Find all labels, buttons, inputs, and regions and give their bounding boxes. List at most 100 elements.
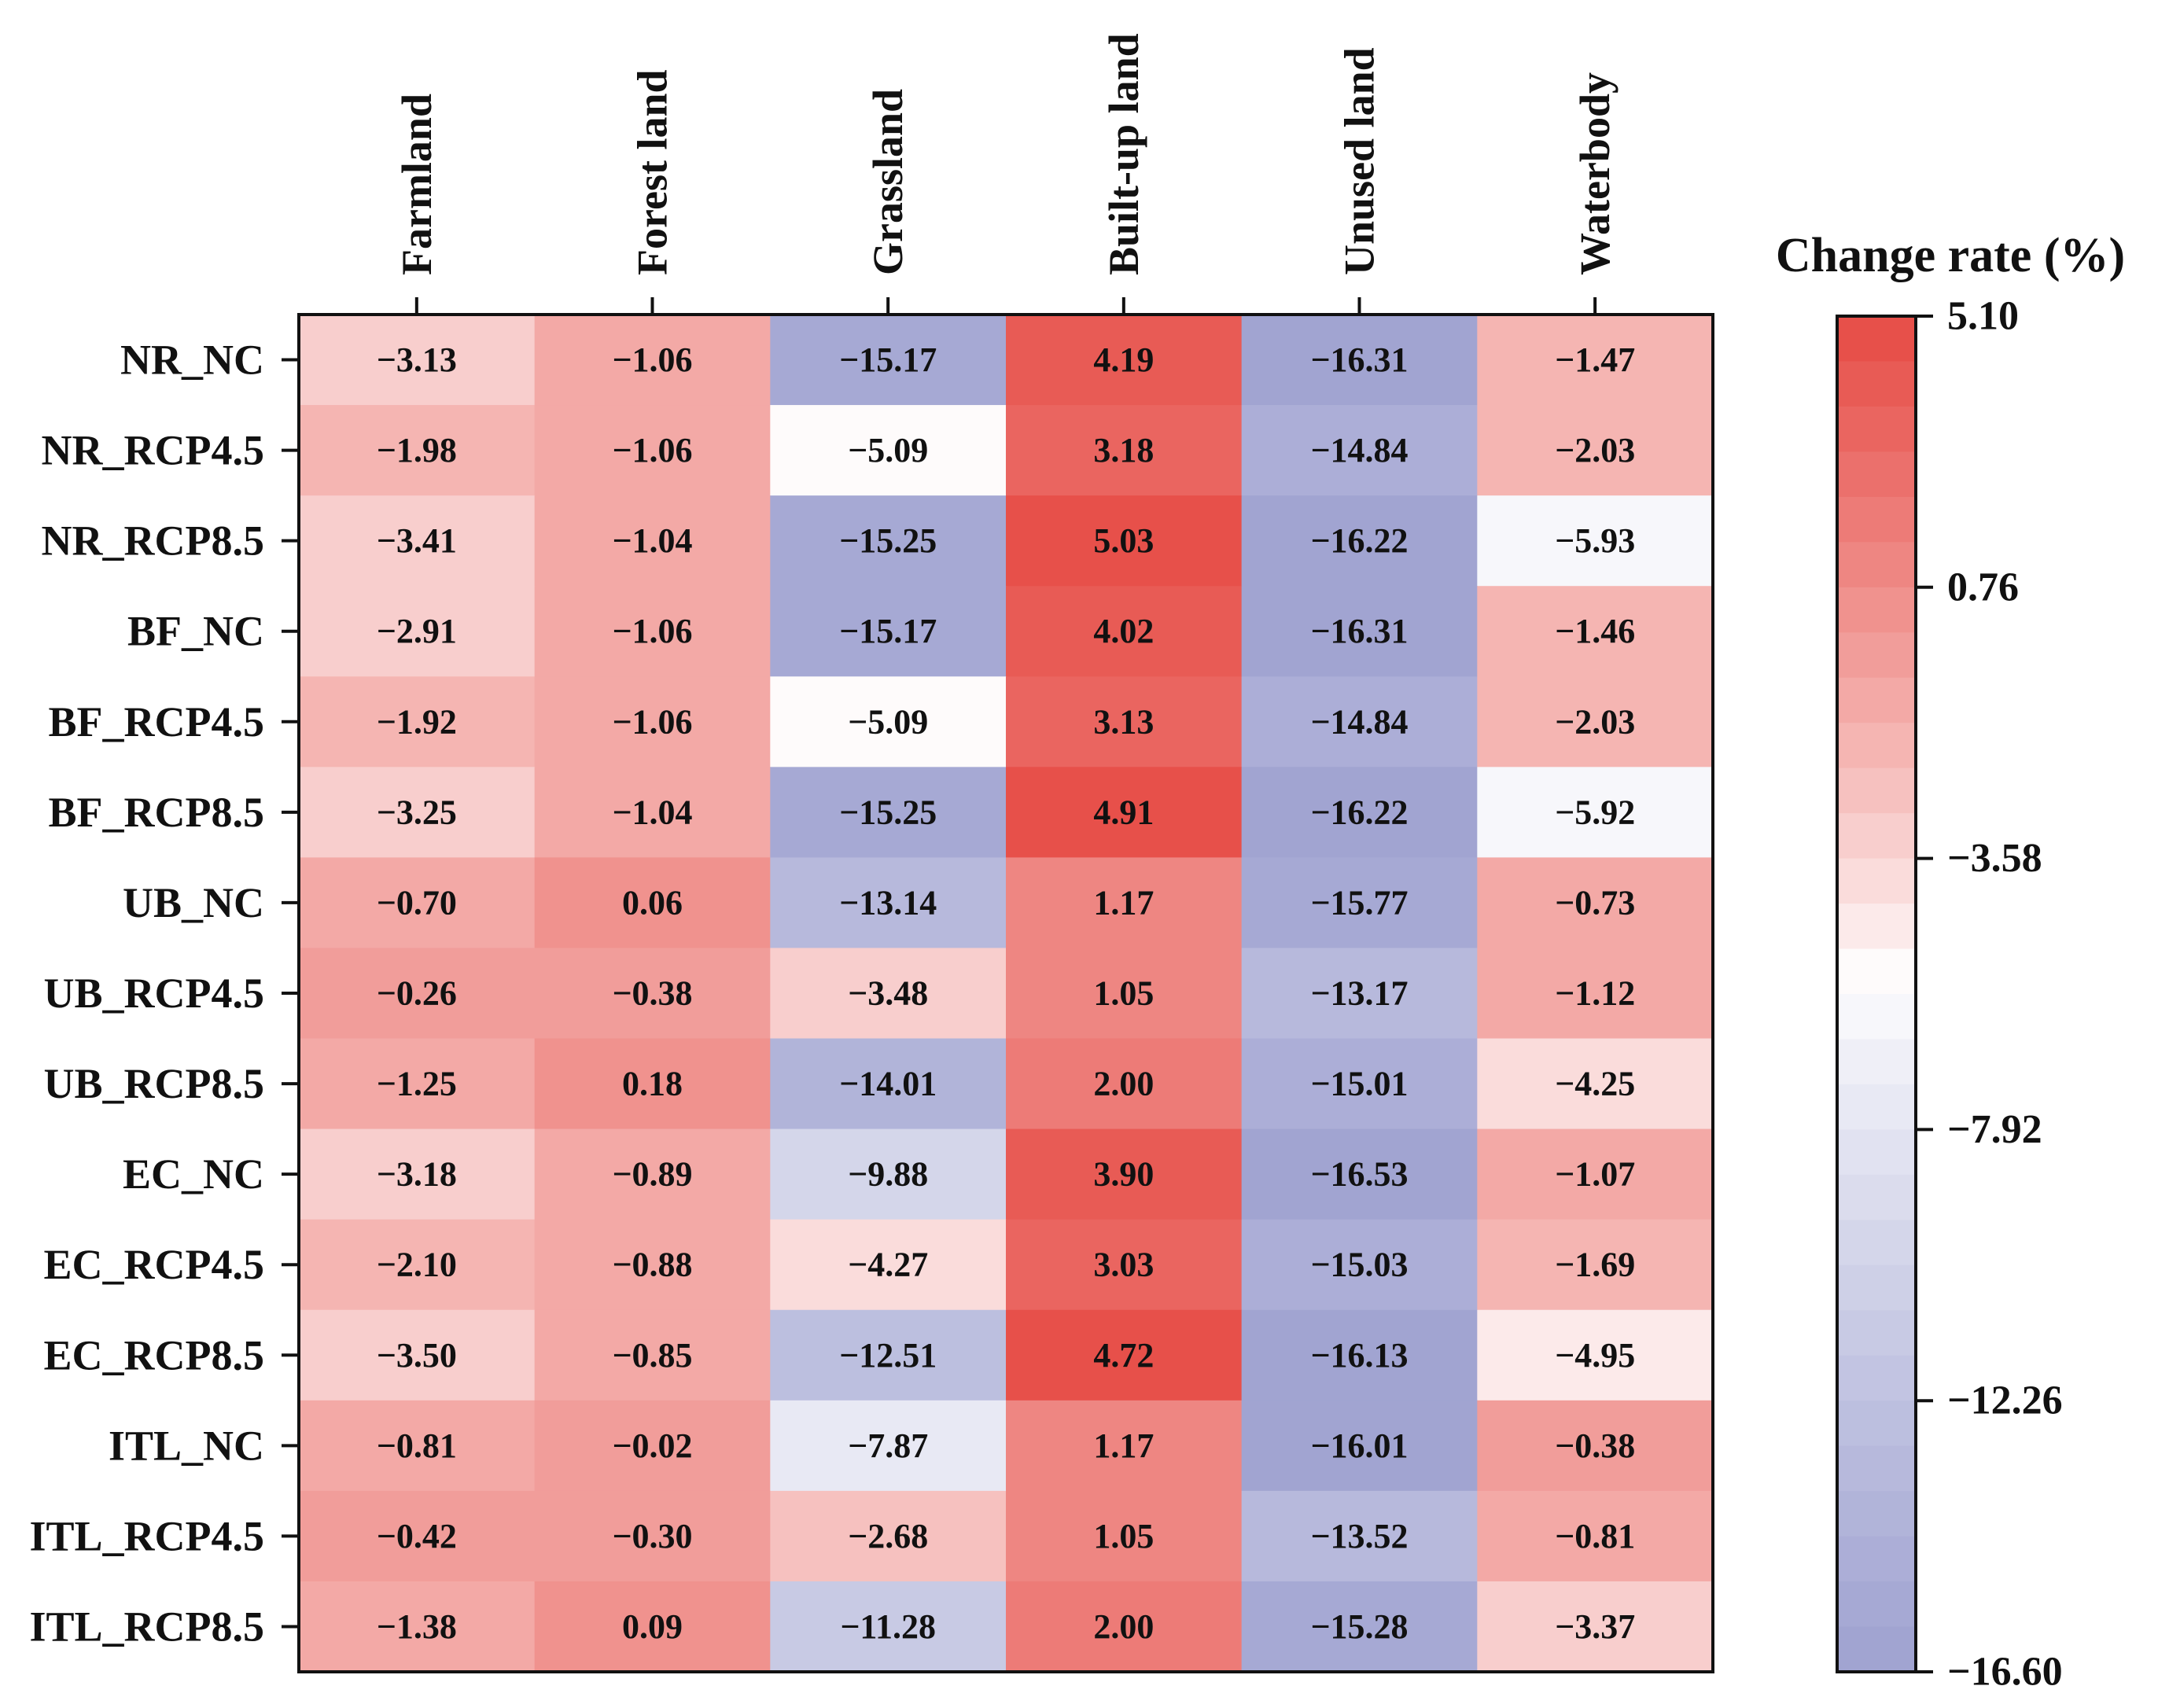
heatmap-cell xyxy=(770,767,1007,858)
heatmap-cell xyxy=(1006,1128,1243,1220)
cell-value-label: −13.17 xyxy=(1310,974,1408,1013)
heatmap-cell xyxy=(534,1400,771,1492)
colorbar-segment xyxy=(1837,1401,1916,1447)
colorbar-tick-label: 0.76 xyxy=(1947,565,2019,609)
heatmap-cell xyxy=(534,1038,771,1130)
cell-value-label: −16.31 xyxy=(1310,612,1408,650)
heatmap-cell xyxy=(299,1128,536,1220)
cell-value-label: 0.06 xyxy=(622,883,683,922)
heatmap-cell xyxy=(534,1581,771,1673)
cell-value-label: −1.69 xyxy=(1555,1246,1635,1284)
heatmap-cell xyxy=(770,1581,1007,1673)
heatmap-cell xyxy=(534,1490,771,1582)
cell-value-label: 1.05 xyxy=(1093,974,1154,1013)
heatmap-cells xyxy=(299,315,1714,1673)
heatmap-cell xyxy=(299,1309,536,1401)
cell-value-label: −0.70 xyxy=(377,883,457,922)
colorbar-segment xyxy=(1837,767,1916,814)
colorbar-segment xyxy=(1837,1355,1916,1401)
colorbar-segment xyxy=(1837,632,1916,679)
colorbar-segment xyxy=(1837,542,1916,588)
heatmap-cell xyxy=(1006,1400,1243,1492)
heatmap-cell xyxy=(1241,586,1478,677)
cell-value-label: 2.00 xyxy=(1093,1065,1154,1103)
cell-value-label: −0.42 xyxy=(377,1517,457,1555)
heatmap-cell xyxy=(770,676,1007,767)
colorbar-frame xyxy=(1836,315,1917,1673)
colorbar-tick-label: −16.60 xyxy=(1947,1650,2063,1695)
heatmap-cell xyxy=(1241,1581,1478,1673)
cell-value-label: 4.72 xyxy=(1093,1336,1154,1375)
heatmap-cell xyxy=(299,495,536,587)
colorbar-segment xyxy=(1837,496,1916,543)
column-label: Unused land xyxy=(1336,47,1383,275)
heatmap-cell xyxy=(770,586,1007,677)
heatmap-cell xyxy=(1477,1128,1714,1220)
colorbar: 5.10 0.76 −3.58 −7.92 −12.26 −16.60 xyxy=(1836,294,2063,1695)
row-label: NR_RCP8.5 xyxy=(42,517,264,565)
heatmap-cell xyxy=(1477,767,1714,858)
cell-value-label: 1.05 xyxy=(1093,1517,1154,1555)
cell-value-label: −1.06 xyxy=(612,340,692,379)
colorbar-segment xyxy=(1837,1581,1916,1628)
colorbar-segment xyxy=(1837,1445,1916,1492)
heatmap-cell xyxy=(1006,315,1243,406)
cell-value-label: 3.18 xyxy=(1093,431,1154,469)
heatmap-cell xyxy=(1477,857,1714,949)
cell-value-label: −12.51 xyxy=(839,1336,937,1375)
cell-value-label: 1.17 xyxy=(1093,883,1154,922)
cell-value-label: −1.25 xyxy=(377,1065,457,1103)
colorbar-segment xyxy=(1837,1039,1916,1085)
heatmap-cell xyxy=(770,495,1007,587)
heatmap-cell xyxy=(1241,1219,1478,1311)
cell-value-label: −4.95 xyxy=(1555,1336,1635,1375)
row-label: NR_NC xyxy=(120,337,264,384)
heatmap-cell xyxy=(534,767,771,858)
colorbar-tick-label: −3.58 xyxy=(1947,836,2042,881)
colorbar-title: Change rate (%) xyxy=(1776,229,2125,282)
colorbar-segment xyxy=(1837,361,1916,407)
heatmap-cell xyxy=(534,586,771,677)
cell-value-label: −3.13 xyxy=(377,340,457,379)
cell-value-label: −1.06 xyxy=(612,612,692,650)
heatmap-cell xyxy=(1006,586,1243,677)
cell-value-label: −13.14 xyxy=(839,883,937,922)
row-label: EC_RCP8.5 xyxy=(44,1331,265,1379)
cell-value-label: −9.88 xyxy=(848,1155,928,1194)
cell-value-label: −0.38 xyxy=(1555,1426,1635,1465)
heatmap-cell xyxy=(1477,676,1714,767)
heatmap-cell xyxy=(1477,315,1714,406)
heatmap-cell xyxy=(299,586,536,677)
cell-value-label: −5.09 xyxy=(848,431,928,469)
cell-value-label: −4.25 xyxy=(1555,1065,1635,1103)
cell-value-label: −1.04 xyxy=(612,793,692,831)
cell-value-label: −0.73 xyxy=(1555,883,1635,922)
colorbar-segment xyxy=(1837,1626,1916,1673)
cell-value-label: −16.13 xyxy=(1310,1336,1408,1375)
cell-value-label: −4.27 xyxy=(848,1246,928,1284)
heatmap-cell xyxy=(770,405,1007,496)
cell-value-label: −1.06 xyxy=(612,431,692,469)
cell-value-label: −15.17 xyxy=(839,612,937,650)
cell-value-label: 5.03 xyxy=(1093,521,1154,560)
cell-value-label: −3.41 xyxy=(377,521,457,560)
heatmap-cell xyxy=(299,857,536,949)
colorbar-segment xyxy=(1837,723,1916,769)
cell-value-label: 3.03 xyxy=(1093,1246,1154,1284)
row-label: UB_RCP8.5 xyxy=(44,1060,265,1107)
heatmap-cell xyxy=(1477,586,1714,677)
cell-value-label: −14.84 xyxy=(1310,431,1408,469)
cell-value-label: −5.92 xyxy=(1555,793,1635,831)
cell-value-label: −15.25 xyxy=(839,793,937,831)
cell-value-label: −0.81 xyxy=(377,1426,457,1465)
row-label: ITL_RCP4.5 xyxy=(29,1512,264,1559)
cell-value-label: −11.28 xyxy=(840,1607,936,1646)
heatmap-cell xyxy=(770,315,1007,406)
cell-value-label: −1.47 xyxy=(1555,340,1635,379)
heatmap-cell xyxy=(534,495,771,587)
cell-value-label: −5.93 xyxy=(1555,521,1635,560)
cell-value-label: −16.22 xyxy=(1310,521,1408,560)
heatmap-cell xyxy=(1241,1038,1478,1130)
heatmap-cell xyxy=(1477,1038,1714,1130)
colorbar-segment xyxy=(1837,1129,1916,1176)
